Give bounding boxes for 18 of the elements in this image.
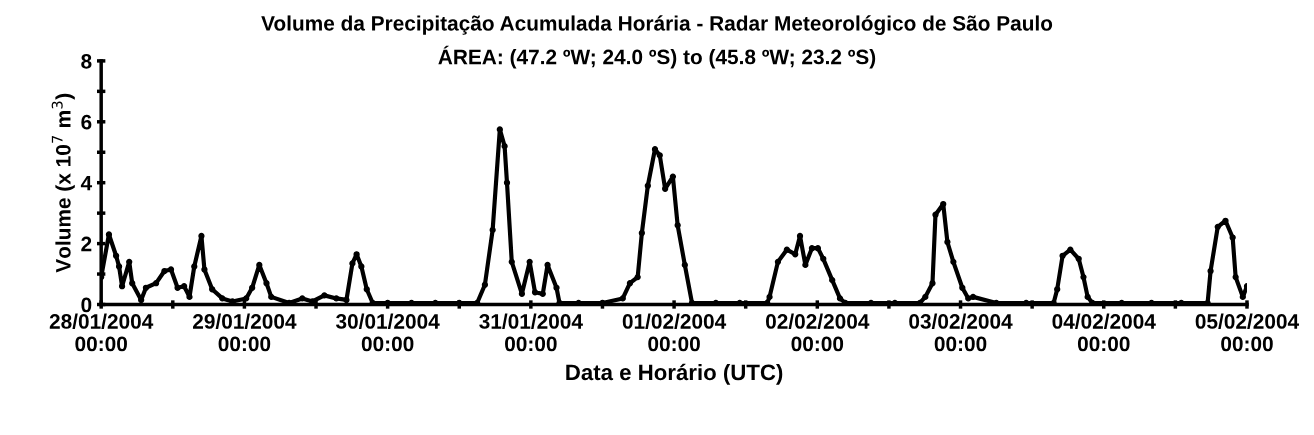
y-tick-label: 0 — [81, 297, 92, 313]
x-tick-label: 01/02/2004 00:00 — [622, 313, 727, 352]
y-axis-title: Volume (x 10$^{7}$ m$^{3}$) — [51, 93, 75, 273]
x-tick-label: 02/02/2004 00:00 — [766, 313, 870, 352]
y-tick-label: 4 — [80, 175, 93, 191]
x-tick-label: 28/01/2004 00:00 — [49, 313, 154, 352]
chart-subtitle: ÁREA: (47.2 ºW; 24.0 ºS) to (45.8 ºW; 23.2 ºS) — [438, 45, 876, 69]
x-axis-title: Data e Horário (UTC) — [566, 363, 783, 385]
x-tick-label: 03/02/2004 00:00 — [909, 313, 1013, 352]
x-tick-label: 30/01/2004 00:00 — [335, 313, 440, 352]
x-tick-label: 04/02/2004 00:00 — [1052, 313, 1156, 352]
x-tick-label: 31/01/2004 00:00 — [479, 313, 583, 352]
x-tick-label: 29/01/2004 00:00 — [193, 313, 297, 352]
y-tick-label: 6 — [81, 114, 92, 130]
y-tick-label: 8 — [81, 53, 92, 69]
y-tick-label: 2 — [81, 236, 92, 252]
chart-title: Volume da Precipitação Acumulada Horária - Radar Meteorológico de São Paulo — [261, 15, 1053, 35]
x-tick-label: 05/02/2004 00:00 — [1195, 313, 1300, 352]
